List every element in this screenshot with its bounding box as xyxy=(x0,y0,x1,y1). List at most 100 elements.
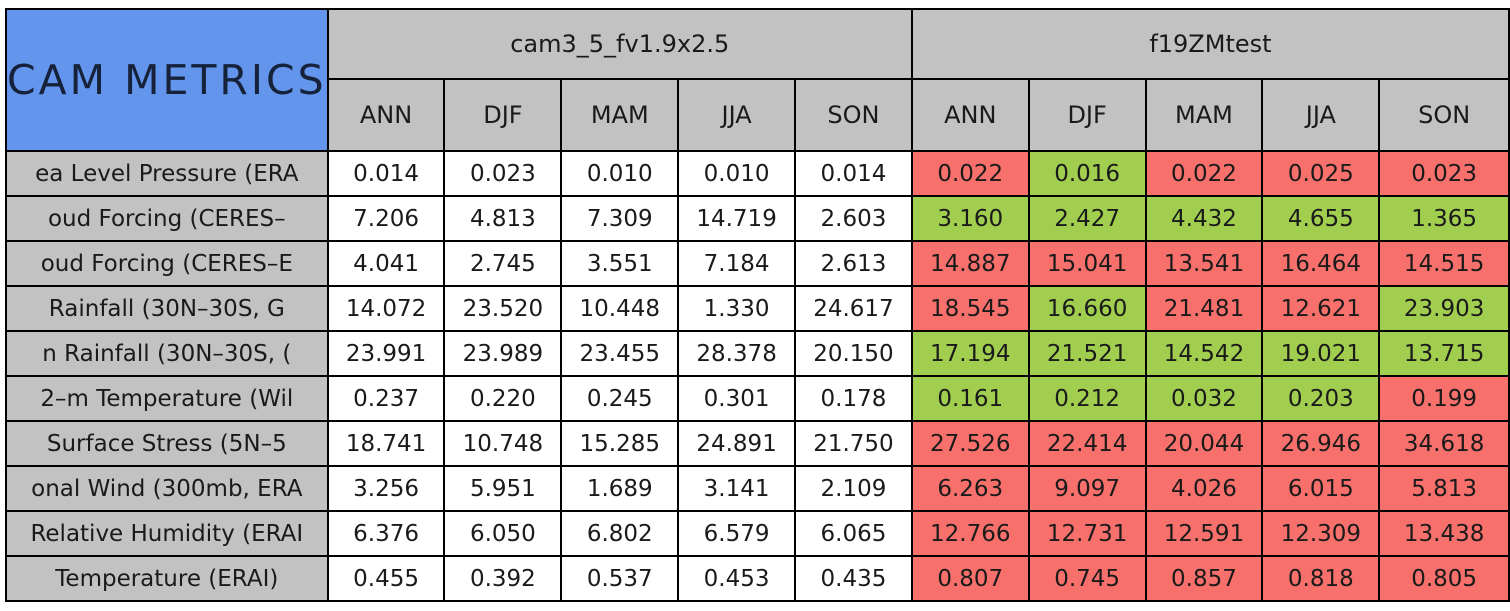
control-value-cell: 23.520 xyxy=(443,285,563,332)
test-value-cell: 0.161 xyxy=(910,375,1030,422)
control-value-cell: 3.551 xyxy=(560,240,680,287)
control-value-cell: 6.376 xyxy=(326,510,446,557)
control-run-name: cam3_5_fv1.9x2.5 xyxy=(326,8,913,80)
test-value-cell: 17.194 xyxy=(910,330,1030,377)
test-value-cell: 15.041 xyxy=(1027,240,1147,287)
table-row: Rainfall (30N–30S, G 14.072 23.520 10.448 1.… xyxy=(5,285,1510,332)
control-value-cell: 4.813 xyxy=(443,195,563,242)
season-header: MAM xyxy=(560,78,680,152)
metric-label: Relative Humidity (ERAI xyxy=(5,510,329,557)
test-value-cell: 0.022 xyxy=(1144,150,1264,197)
test-value-cell: 12.731 xyxy=(1027,510,1147,557)
test-value-cell: 12.309 xyxy=(1261,510,1381,557)
table-row: ea Level Pressure (ERA 0.014 0.023 0.010 0.0… xyxy=(5,150,1510,197)
control-value-cell: 0.220 xyxy=(443,375,563,422)
control-value-cell: 6.579 xyxy=(677,510,797,557)
season-header: SON xyxy=(794,78,913,152)
test-value-cell: 0.199 xyxy=(1378,375,1510,422)
test-value-cell: 0.807 xyxy=(910,555,1030,602)
control-value-cell: 23.455 xyxy=(560,330,680,377)
metric-label: onal Wind (300mb, ERA xyxy=(5,465,329,512)
test-value-cell: 0.857 xyxy=(1144,555,1264,602)
metrics-rows: ea Level Pressure (ERA 0.014 0.023 0.010 0.0… xyxy=(5,150,1510,602)
test-value-cell: 13.541 xyxy=(1144,240,1264,287)
control-value-cell: 2.745 xyxy=(443,240,563,287)
metric-label: Surface Stress (5N–5 xyxy=(5,420,329,467)
test-value-cell: 0.025 xyxy=(1261,150,1381,197)
control-value-cell: 2.109 xyxy=(794,465,913,512)
table-row: onal Wind (300mb, ERA 3.256 5.951 1.689 3.14… xyxy=(5,465,1510,512)
season-header: JJA xyxy=(677,78,797,152)
test-value-cell: 20.044 xyxy=(1144,420,1264,467)
metric-label: ea Level Pressure (ERA xyxy=(5,150,329,197)
control-value-cell: 21.750 xyxy=(794,420,913,467)
control-value-cell: 0.537 xyxy=(560,555,680,602)
metric-label: oud Forcing (CERES– xyxy=(5,195,329,242)
group-header-row: CAM METRICS cam3_5_fv1.9x2.5 f19ZMtest xyxy=(5,8,1510,152)
table-row: Temperature (ERAI) 0.455 0.392 0.537 0.453 0.… xyxy=(5,555,1510,602)
test-value-cell: 2.427 xyxy=(1027,195,1147,242)
test-value-cell: 18.545 xyxy=(910,285,1030,332)
test-value-cell: 13.438 xyxy=(1378,510,1510,557)
season-header: SON xyxy=(1378,78,1510,152)
control-value-cell: 0.301 xyxy=(677,375,797,422)
control-value-cell: 0.455 xyxy=(326,555,446,602)
test-value-cell: 14.887 xyxy=(910,240,1030,287)
test-value-cell: 23.903 xyxy=(1378,285,1510,332)
season-header: JJA xyxy=(1261,78,1381,152)
test-value-cell: 14.515 xyxy=(1378,240,1510,287)
season-header-row: ANN DJF MAM JJA SON ANN DJF MAM JJA SON xyxy=(6,78,1510,152)
metric-label: Temperature (ERAI) xyxy=(5,555,329,602)
test-value-cell: 19.021 xyxy=(1261,330,1381,377)
test-value-cell: 3.160 xyxy=(910,195,1030,242)
control-value-cell: 6.802 xyxy=(560,510,680,557)
control-value-cell: 0.178 xyxy=(794,375,913,422)
control-value-cell: 23.989 xyxy=(443,330,563,377)
control-value-cell: 10.448 xyxy=(560,285,680,332)
metric-label: 2–m Temperature (Wil xyxy=(5,375,329,422)
control-value-cell: 24.891 xyxy=(677,420,797,467)
test-value-cell: 6.015 xyxy=(1261,465,1381,512)
metric-label: oud Forcing (CERES–E xyxy=(5,240,329,287)
test-value-cell: 5.813 xyxy=(1378,465,1510,512)
control-value-cell: 3.256 xyxy=(326,465,446,512)
test-value-cell: 9.097 xyxy=(1027,465,1147,512)
control-value-cell: 2.603 xyxy=(794,195,913,242)
control-value-cell: 0.392 xyxy=(443,555,563,602)
test-value-cell: 14.542 xyxy=(1144,330,1264,377)
season-header: DJF xyxy=(1027,78,1147,152)
control-value-cell: 1.689 xyxy=(560,465,680,512)
control-value-cell: 6.050 xyxy=(443,510,563,557)
control-value-cell: 3.141 xyxy=(677,465,797,512)
test-value-cell: 4.026 xyxy=(1144,465,1264,512)
control-value-cell: 0.014 xyxy=(326,150,446,197)
control-value-cell: 28.378 xyxy=(677,330,797,377)
test-value-cell: 26.946 xyxy=(1261,420,1381,467)
control-value-cell: 0.435 xyxy=(794,555,913,602)
table-row: oud Forcing (CERES–E 4.041 2.745 3.551 7.184… xyxy=(5,240,1510,287)
control-value-cell: 24.617 xyxy=(794,285,913,332)
control-value-cell: 15.285 xyxy=(560,420,680,467)
control-value-cell: 14.072 xyxy=(326,285,446,332)
control-value-cell: 7.184 xyxy=(677,240,797,287)
control-value-cell: 7.206 xyxy=(326,195,446,242)
control-value-cell: 6.065 xyxy=(794,510,913,557)
table-row: Relative Humidity (ERAI 6.376 6.050 6.802 6.… xyxy=(5,510,1510,557)
test-value-cell: 0.023 xyxy=(1378,150,1510,197)
test-value-cell: 4.432 xyxy=(1144,195,1264,242)
season-header: MAM xyxy=(1144,78,1264,152)
test-value-cell: 1.365 xyxy=(1378,195,1510,242)
test-value-cell: 0.022 xyxy=(910,150,1030,197)
cam-metrics-table: CAM METRICS cam3_5_fv1.9x2.5 f19ZMtest A… xyxy=(5,8,1510,602)
test-value-cell: 34.618 xyxy=(1378,420,1510,467)
control-value-cell: 10.748 xyxy=(443,420,563,467)
test-value-cell: 27.526 xyxy=(910,420,1030,467)
table-row: Surface Stress (5N–5 18.741 10.748 15.285 24… xyxy=(5,420,1510,467)
control-value-cell: 14.719 xyxy=(677,195,797,242)
table-title: CAM METRICS xyxy=(5,8,329,152)
control-value-cell: 18.741 xyxy=(326,420,446,467)
test-value-cell: 0.016 xyxy=(1027,150,1147,197)
test-value-cell: 0.745 xyxy=(1027,555,1147,602)
metric-label: Rainfall (30N–30S, G xyxy=(5,285,329,332)
control-value-cell: 4.041 xyxy=(326,240,446,287)
